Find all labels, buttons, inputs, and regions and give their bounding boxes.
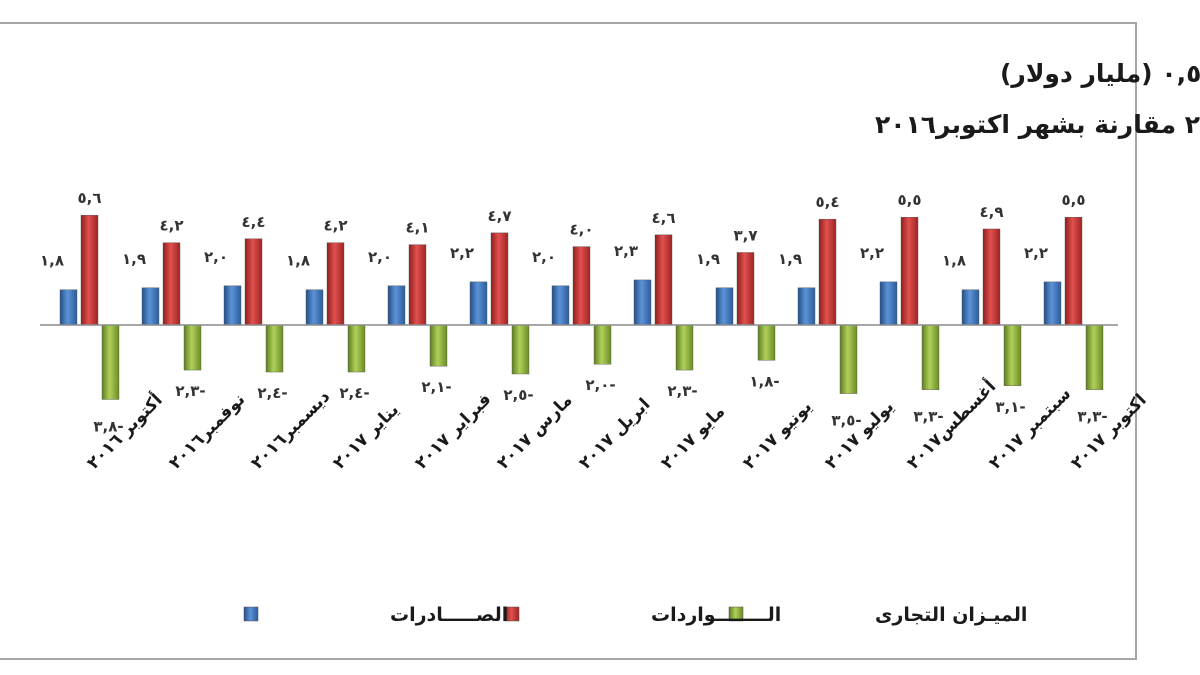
value-label-s2-c7: ٢,٣- xyxy=(667,382,697,400)
value-label-s1-c9: ٥,٤ xyxy=(815,193,839,211)
legend-label-1: الــــــــواردات xyxy=(651,604,781,626)
value-label-s1-c4: ٤,١ xyxy=(405,219,429,237)
value-label-s2-c5: ٢,٥- xyxy=(503,386,533,404)
bar-s2-c3 xyxy=(347,324,366,373)
value-label-s0-c9: ١,٩ xyxy=(778,250,802,268)
value-label-s2-c4: ٢,١- xyxy=(421,378,451,396)
bar-s0-c12 xyxy=(1043,281,1062,326)
category-label-3: يناير ٢٠١٧ xyxy=(329,400,403,474)
legend-swatch-2 xyxy=(728,606,744,622)
value-label-s0-c5: ٢,٢ xyxy=(450,244,474,262)
bar-s2-c6 xyxy=(593,324,612,365)
value-label-s1-c5: ٤,٧ xyxy=(487,207,511,225)
value-label-s1-c12: ٥,٥ xyxy=(1061,191,1085,209)
bar-s2-c1 xyxy=(183,324,202,371)
bar-s0-c7 xyxy=(633,279,652,326)
bar-s1-c11 xyxy=(982,228,1001,326)
legend-label-2: الميـزان التجارى xyxy=(875,604,1027,626)
value-label-s0-c7: ٢,٣ xyxy=(614,242,638,260)
value-label-s2-c1: ٢,٣- xyxy=(175,382,205,400)
category-label-6: ابريل ٢٠١٧ xyxy=(575,394,654,473)
value-label-s2-c10: ٣,٣- xyxy=(913,408,943,426)
bar-s2-c10 xyxy=(921,324,940,390)
value-label-s1-c10: ٥,٥ xyxy=(897,191,921,209)
bar-s2-c0 xyxy=(101,324,120,400)
bar-s1-c9 xyxy=(818,218,837,326)
value-label-s2-c3: ٢,٤- xyxy=(339,384,369,402)
value-label-s0-c6: ٢,٠ xyxy=(532,248,556,266)
value-label-s2-c12: ٣,٣- xyxy=(1077,408,1107,426)
category-label-9: يوليو ٢٠١٧ xyxy=(821,397,898,474)
value-label-s1-c0: ٥,٦ xyxy=(77,189,101,207)
bar-s1-c4 xyxy=(408,244,427,326)
bar-s1-c3 xyxy=(326,242,345,326)
bar-s0-c0 xyxy=(59,289,78,326)
legend: الميـزان التجارى الــــــــواردات الصـــــ… xyxy=(243,604,1027,626)
bar-s1-c1 xyxy=(162,242,181,326)
bar-s1-c12 xyxy=(1064,216,1083,326)
value-label-s2-c0: ٣,٨- xyxy=(93,417,123,435)
category-label-1: نوفمبر٢٠١٦ xyxy=(165,390,249,474)
value-label-s1-c2: ٤,٤ xyxy=(241,213,265,231)
value-labels-group: ١,٨ ٥,٦ ٣,٨- ١,٩ ٤,٢ ٢,٣- ٢,٠ ٤,٤ ٢,٤- ١,٨ ٤,٢ ٢,٤-… xyxy=(40,189,1108,435)
bar-s1-c2 xyxy=(244,238,263,326)
legend-swatch-1 xyxy=(504,606,520,622)
value-label-s2-c8: ١,٨- xyxy=(749,372,779,390)
bar-s0-c3 xyxy=(305,289,324,326)
bar-s2-c5 xyxy=(511,324,530,375)
value-label-s0-c11: ١,٨ xyxy=(942,252,966,270)
bar-s1-c8 xyxy=(736,252,755,326)
bar-s1-c7 xyxy=(654,234,673,326)
value-label-s1-c3: ٤,٢ xyxy=(323,217,347,235)
value-label-s0-c2: ٢,٠ xyxy=(204,248,228,266)
chart-title-line-1: ٦٧ـ انخفاض العجز فى الميزان التجارى بمقد… xyxy=(1000,59,1200,89)
value-label-s1-c1: ٤,٢ xyxy=(159,217,183,235)
bar-s2-c11 xyxy=(1003,324,1022,386)
value-label-s1-c8: ٣,٧ xyxy=(733,226,757,244)
bar-s1-c5 xyxy=(490,232,509,326)
category-label-7: مايو ٢٠١٧ xyxy=(657,402,729,474)
bar-s0-c5 xyxy=(469,281,488,326)
legend-label-0: الصـــــادرات xyxy=(390,604,508,626)
value-label-s0-c3: ١,٨ xyxy=(286,252,310,270)
value-label-s0-c8: ١,٩ xyxy=(696,250,720,268)
bar-s0-c8 xyxy=(715,287,734,326)
category-label-12: اكتوبر ٢٠١٧ xyxy=(1067,390,1150,473)
bar-s2-c4 xyxy=(429,324,448,367)
bar-s0-c11 xyxy=(961,289,980,326)
bar-s1-c10 xyxy=(900,216,919,326)
category-label-4: فبراير ٢٠١٧ xyxy=(411,389,495,473)
bar-s0-c1 xyxy=(141,287,160,326)
bar-s1-c0 xyxy=(80,215,99,326)
bar-s2-c9 xyxy=(839,324,858,394)
bars-group xyxy=(59,215,1104,400)
value-label-s0-c10: ٢,٢ xyxy=(860,244,884,262)
legend-swatch-0 xyxy=(243,606,259,622)
value-label-s2-c2: ٢,٤- xyxy=(257,384,287,402)
bar-s1-c6 xyxy=(572,246,591,326)
value-label-s0-c1: ١,٩ xyxy=(122,250,146,268)
value-label-s0-c0: ١,٨ xyxy=(40,252,64,270)
value-label-s0-c4: ٢,٠ xyxy=(368,248,392,266)
value-label-s2-c9: ٣,٥- xyxy=(831,412,861,430)
value-label-s0-c12: ٢,٢ xyxy=(1024,244,1048,262)
bar-s0-c9 xyxy=(797,287,816,326)
bar-s0-c2 xyxy=(223,285,242,326)
value-label-s1-c11: ٤,٩ xyxy=(979,203,1003,221)
value-label-s2-c11: ٣,١- xyxy=(995,398,1025,416)
bar-s2-c12 xyxy=(1085,324,1104,390)
bar-s0-c10 xyxy=(879,281,898,326)
bar-s2-c8 xyxy=(757,324,776,361)
value-label-s1-c7: ٤,٦ xyxy=(651,209,675,227)
value-label-s1-c6: ٤,٠ xyxy=(569,221,593,239)
category-label-8: يونيو ٢٠١٧ xyxy=(739,397,816,474)
bar-s0-c6 xyxy=(551,285,570,326)
bar-s2-c7 xyxy=(675,324,694,371)
value-label-s2-c6: ٢,٠- xyxy=(585,376,615,394)
bar-s2-c2 xyxy=(265,324,284,373)
bar-s0-c4 xyxy=(387,285,406,326)
